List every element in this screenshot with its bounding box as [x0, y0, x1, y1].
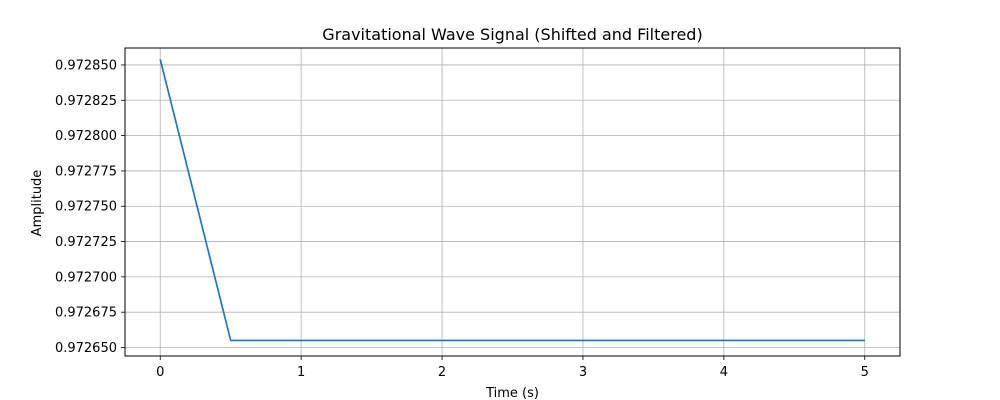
series-line [159, 59, 865, 342]
x-tick-label: 0 [156, 365, 164, 380]
x-tick-label: 4 [720, 365, 728, 380]
y-tick-label: 0.972675 [55, 306, 117, 321]
chart-title: Gravitational Wave Signal (Shifted and F… [322, 25, 702, 44]
y-tick-label: 0.972775 [55, 164, 117, 179]
y-axis-label: Amplitude [30, 170, 45, 237]
y-tick-label: 0.972700 [55, 270, 117, 285]
y-tick-label: 0.972850 [55, 58, 117, 73]
y-tick-label: 0.972750 [55, 200, 117, 215]
grid [125, 48, 900, 356]
y-tick-label: 0.972725 [55, 235, 117, 250]
y-tick-label: 0.972650 [55, 341, 117, 356]
x-tick-label: 2 [438, 365, 446, 380]
x-tick-label: 5 [861, 365, 869, 380]
plot-frame [124, 47, 901, 357]
series-layer [159, 59, 865, 342]
y-axis-ticks: 0.972650 0.972675 0.972700 0.972725 0.972750… [55, 58, 125, 356]
x-axis-label: Time (s) [485, 386, 539, 400]
y-tick-label: 0.972800 [55, 129, 117, 144]
x-tick-label: 1 [297, 365, 305, 380]
y-tick-label: 0.972825 [55, 94, 117, 109]
x-tick-label: 3 [579, 365, 587, 380]
x-axis-ticks: 0 1 2 3 4 5 [156, 356, 869, 380]
